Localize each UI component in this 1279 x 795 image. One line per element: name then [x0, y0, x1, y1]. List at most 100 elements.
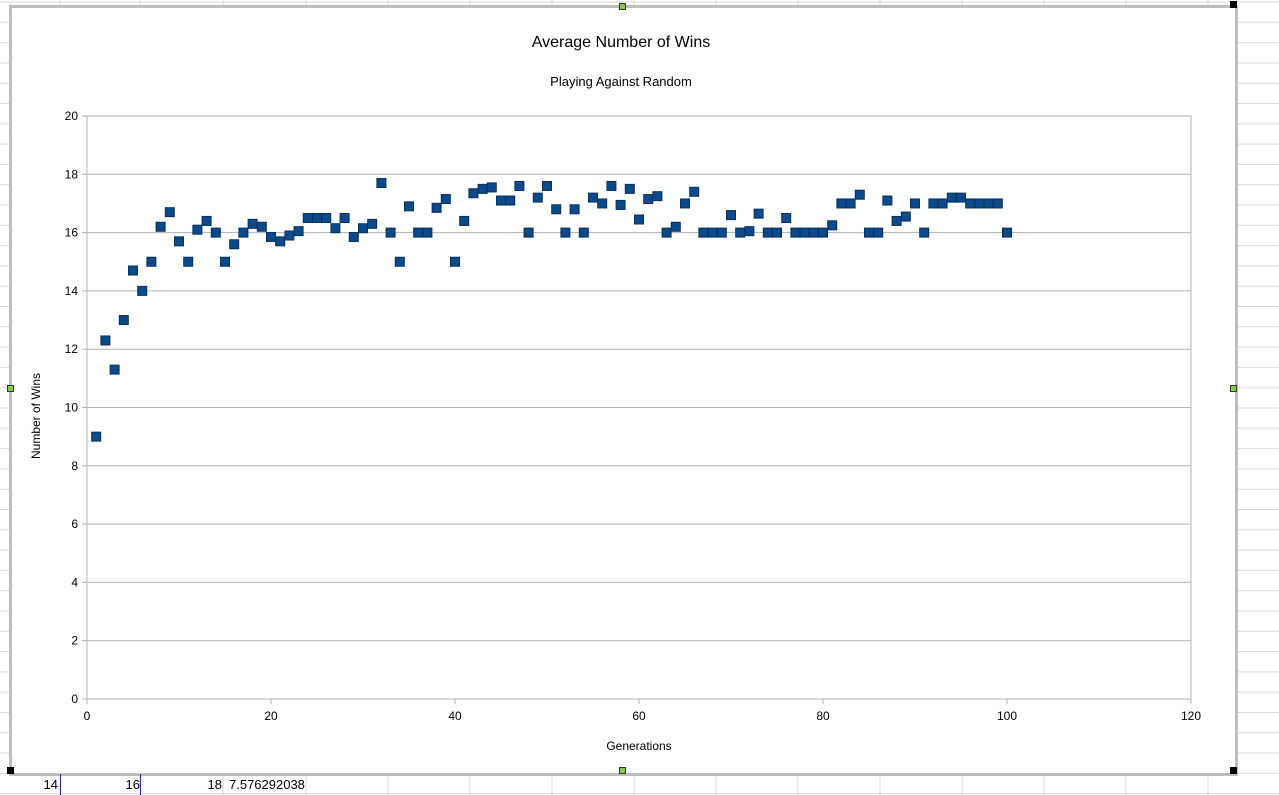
cell-value[interactable]: 18 [207, 777, 222, 792]
data-point [735, 227, 746, 238]
y-tick-label: 0 [71, 692, 78, 706]
data-point [358, 223, 368, 234]
x-tick-label: 80 [816, 709, 830, 723]
resize-handle-bottom-left[interactable] [7, 767, 14, 774]
data-point [505, 195, 516, 206]
data-point [422, 227, 433, 238]
x-tick-label: 60 [632, 709, 646, 723]
data-point [385, 227, 396, 238]
y-tick-label: 14 [65, 284, 79, 298]
data-point [983, 198, 994, 209]
data-point [220, 256, 230, 267]
y-tick-label: 4 [71, 575, 78, 589]
data-point [367, 218, 378, 229]
data-point [128, 265, 138, 276]
data-point [606, 180, 617, 191]
data-point [974, 198, 985, 209]
cell-value[interactable]: 14 [43, 777, 58, 792]
data-point [238, 227, 249, 238]
data-point [468, 188, 479, 199]
data-point [634, 214, 644, 225]
resize-handle-bottom-right[interactable] [1230, 767, 1237, 774]
resize-handle-top[interactable] [619, 3, 626, 10]
data-point [652, 191, 663, 202]
data-point [542, 180, 552, 191]
data-point [689, 186, 700, 197]
data-point [394, 256, 405, 267]
data-point [312, 213, 322, 224]
x-axis-label: Generations [606, 739, 671, 753]
data-point [891, 215, 902, 226]
data-point [348, 231, 359, 242]
data-point [910, 198, 920, 209]
data-point [790, 227, 801, 238]
data-point [413, 227, 424, 238]
data-point [836, 198, 847, 209]
data-point [164, 207, 175, 218]
y-tick-label: 18 [65, 167, 79, 181]
data-point [192, 224, 203, 235]
data-point [854, 189, 865, 200]
data-point [744, 226, 755, 237]
y-tick-label: 20 [65, 109, 79, 123]
data-point [578, 227, 589, 238]
data-point [661, 227, 672, 238]
data-point [496, 195, 506, 206]
data-point [339, 213, 350, 224]
data-point [450, 256, 460, 267]
data-point [956, 192, 966, 203]
data-point [643, 194, 654, 205]
resize-handle-left[interactable] [7, 385, 14, 392]
data-point [174, 236, 184, 247]
data-point [818, 227, 828, 238]
data-point [183, 256, 194, 267]
cell-cursor [140, 774, 141, 795]
data-point [946, 192, 957, 203]
data-point [551, 204, 562, 215]
data-point [597, 198, 608, 209]
resize-handle-bottom[interactable] [619, 767, 626, 774]
data-point [670, 221, 681, 232]
data-point [799, 227, 810, 238]
data-point [937, 198, 948, 209]
data-point [588, 192, 598, 203]
data-point [201, 215, 212, 226]
data-point [900, 211, 911, 222]
data-point [514, 180, 525, 191]
data-point [808, 227, 819, 238]
data-point [615, 199, 626, 210]
resize-handle-top-right[interactable] [1230, 1, 1237, 8]
y-tick-label: 2 [71, 634, 78, 648]
data-point [376, 178, 387, 189]
data-point [845, 198, 856, 209]
data-point [532, 192, 543, 203]
data-point [680, 198, 690, 209]
data-point [293, 226, 304, 237]
x-tick-label: 40 [448, 709, 462, 723]
data-point [431, 202, 442, 213]
chart-title: Average Number of Wins [532, 34, 710, 51]
data-point [624, 183, 635, 194]
data-point [965, 198, 976, 209]
data-point [1002, 227, 1012, 238]
data-point [275, 236, 286, 247]
data-point [726, 210, 736, 221]
data-point [707, 227, 718, 238]
data-point [459, 215, 470, 226]
data-point [827, 220, 838, 231]
y-tick-label: 6 [71, 517, 78, 531]
data-point [477, 183, 488, 194]
data-point [698, 227, 709, 238]
cell-value[interactable]: 16 [125, 777, 140, 792]
data-point [109, 364, 120, 375]
data-point [864, 227, 874, 238]
y-tick-label: 10 [65, 401, 79, 415]
cell-value[interactable]: 7.576292038 [229, 777, 305, 792]
y-tick-label: 16 [65, 226, 79, 240]
resize-handle-right[interactable] [1230, 385, 1237, 392]
data-point [928, 198, 939, 209]
spreadsheet-row: 14 16 18 7.576292038 [0, 774, 1279, 795]
x-tick-label: 100 [997, 709, 1017, 723]
data-point [486, 182, 497, 193]
